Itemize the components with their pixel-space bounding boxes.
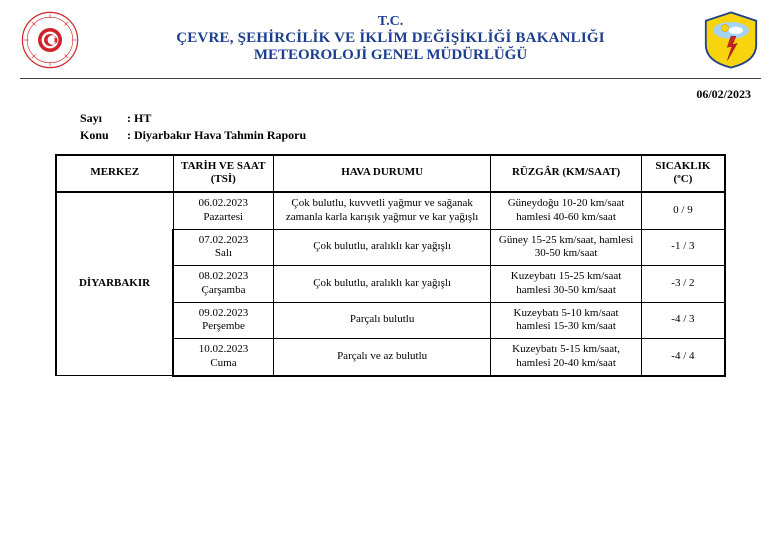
tarih-cell: 10.02.2023 Cuma bbox=[173, 339, 273, 376]
sicaklik-cell: -4 / 4 bbox=[641, 339, 725, 376]
date-value: 06.02.2023 bbox=[178, 197, 269, 211]
meta-konu: Konu : Diyarbakır Hava Tahmin Raporu bbox=[80, 127, 781, 144]
col-tarih-header: TARİH VE SAAT (TSİ) bbox=[173, 155, 273, 193]
day-value: Pazartesi bbox=[178, 211, 269, 225]
hava-cell: Çok bulutlu, aralıklı kar yağışlı bbox=[273, 229, 490, 266]
ministry-emblem-icon bbox=[20, 10, 80, 70]
ruzgar-cell: Güneydoğu 10-20 km/saat hamlesi 40-60 km… bbox=[491, 192, 642, 229]
document-meta: Sayı : HT Konu : Diyarbakır Hava Tahmin … bbox=[0, 108, 781, 154]
header-line-2: ÇEVRE, ŞEHİRCİLİK VE İKLİM DEĞİŞİKLİĞİ B… bbox=[80, 30, 701, 47]
meta-sayi: Sayı : HT bbox=[80, 110, 781, 127]
sayi-value: HT bbox=[134, 111, 151, 125]
tarih-cell: 09.02.2023 Perşembe bbox=[173, 302, 273, 339]
col-sicaklik-header: SICAKLIK (ºC) bbox=[641, 155, 725, 193]
hava-cell: Parçalı ve az bulutlu bbox=[273, 339, 490, 376]
ruzgar-cell: Güney 15-25 km/saat, hamlesi 30-50 km/sa… bbox=[491, 229, 642, 266]
date-value: 10.02.2023 bbox=[178, 343, 269, 357]
ruzgar-cell: Kuzeybatı 15-25 km/saat hamlesi 30-50 km… bbox=[491, 266, 642, 303]
day-value: Salı bbox=[178, 247, 269, 261]
meteorology-logo-icon bbox=[701, 10, 761, 70]
hava-cell: Çok bulutlu, kuvvetli yağmur ve sağanak … bbox=[273, 192, 490, 229]
ruzgar-cell: Kuzeybatı 5-15 km/saat, hamlesi 20-40 km… bbox=[491, 339, 642, 376]
document-header: T.C. ÇEVRE, ŞEHİRCİLİK VE İKLİM DEĞİŞİKL… bbox=[0, 0, 781, 70]
table-header-row: MERKEZ TARİH VE SAAT (TSİ) HAVA DURUMU R… bbox=[56, 155, 725, 193]
hava-cell: Parçalı bulutlu bbox=[273, 302, 490, 339]
merkez-cell: DİYARBAKIR bbox=[56, 192, 173, 376]
day-value: Perşembe bbox=[178, 320, 269, 334]
table-row: DİYARBAKIR 06.02.2023 Pazartesi Çok bulu… bbox=[56, 192, 725, 229]
col-ruzgar-header: RÜZGÂR (KM/SAAT) bbox=[491, 155, 642, 193]
sicaklik-cell: -3 / 2 bbox=[641, 266, 725, 303]
day-value: Cuma bbox=[178, 357, 269, 371]
konu-label: Konu bbox=[80, 127, 124, 144]
forecast-table: MERKEZ TARİH VE SAAT (TSİ) HAVA DURUMU R… bbox=[55, 154, 726, 377]
colon: : bbox=[127, 128, 134, 142]
tarih-cell: 08.02.2023 Çarşamba bbox=[173, 266, 273, 303]
forecast-table-body: DİYARBAKIR 06.02.2023 Pazartesi Çok bulu… bbox=[56, 192, 725, 376]
document-date: 06/02/2023 bbox=[0, 83, 781, 108]
date-value: 09.02.2023 bbox=[178, 307, 269, 321]
col-merkez-header: MERKEZ bbox=[56, 155, 173, 193]
header-titles: T.C. ÇEVRE, ŞEHİRCİLİK VE İKLİM DEĞİŞİKL… bbox=[80, 10, 701, 64]
sicaklik-cell: -1 / 3 bbox=[641, 229, 725, 266]
sicaklik-cell: -4 / 3 bbox=[641, 302, 725, 339]
header-divider bbox=[20, 78, 761, 79]
tarih-cell: 06.02.2023 Pazartesi bbox=[173, 192, 273, 229]
colon: : bbox=[127, 111, 134, 125]
day-value: Çarşamba bbox=[178, 284, 269, 298]
ruzgar-cell: Kuzeybatı 5-10 km/saat hamlesi 15-30 km/… bbox=[491, 302, 642, 339]
date-value: 08.02.2023 bbox=[178, 270, 269, 284]
col-hava-header: HAVA DURUMU bbox=[273, 155, 490, 193]
sayi-label: Sayı bbox=[80, 110, 124, 127]
sicaklik-cell: 0 / 9 bbox=[641, 192, 725, 229]
hava-cell: Çok bulutlu, aralıklı kar yağışlı bbox=[273, 266, 490, 303]
konu-value: Diyarbakır Hava Tahmin Raporu bbox=[134, 128, 306, 142]
forecast-table-container: MERKEZ TARİH VE SAAT (TSİ) HAVA DURUMU R… bbox=[0, 154, 781, 377]
tarih-cell: 07.02.2023 Salı bbox=[173, 229, 273, 266]
header-line-1: T.C. bbox=[80, 14, 701, 30]
date-value: 07.02.2023 bbox=[178, 234, 269, 248]
header-line-3: METEOROLOJİ GENEL MÜDÜRLÜĞÜ bbox=[80, 47, 701, 64]
